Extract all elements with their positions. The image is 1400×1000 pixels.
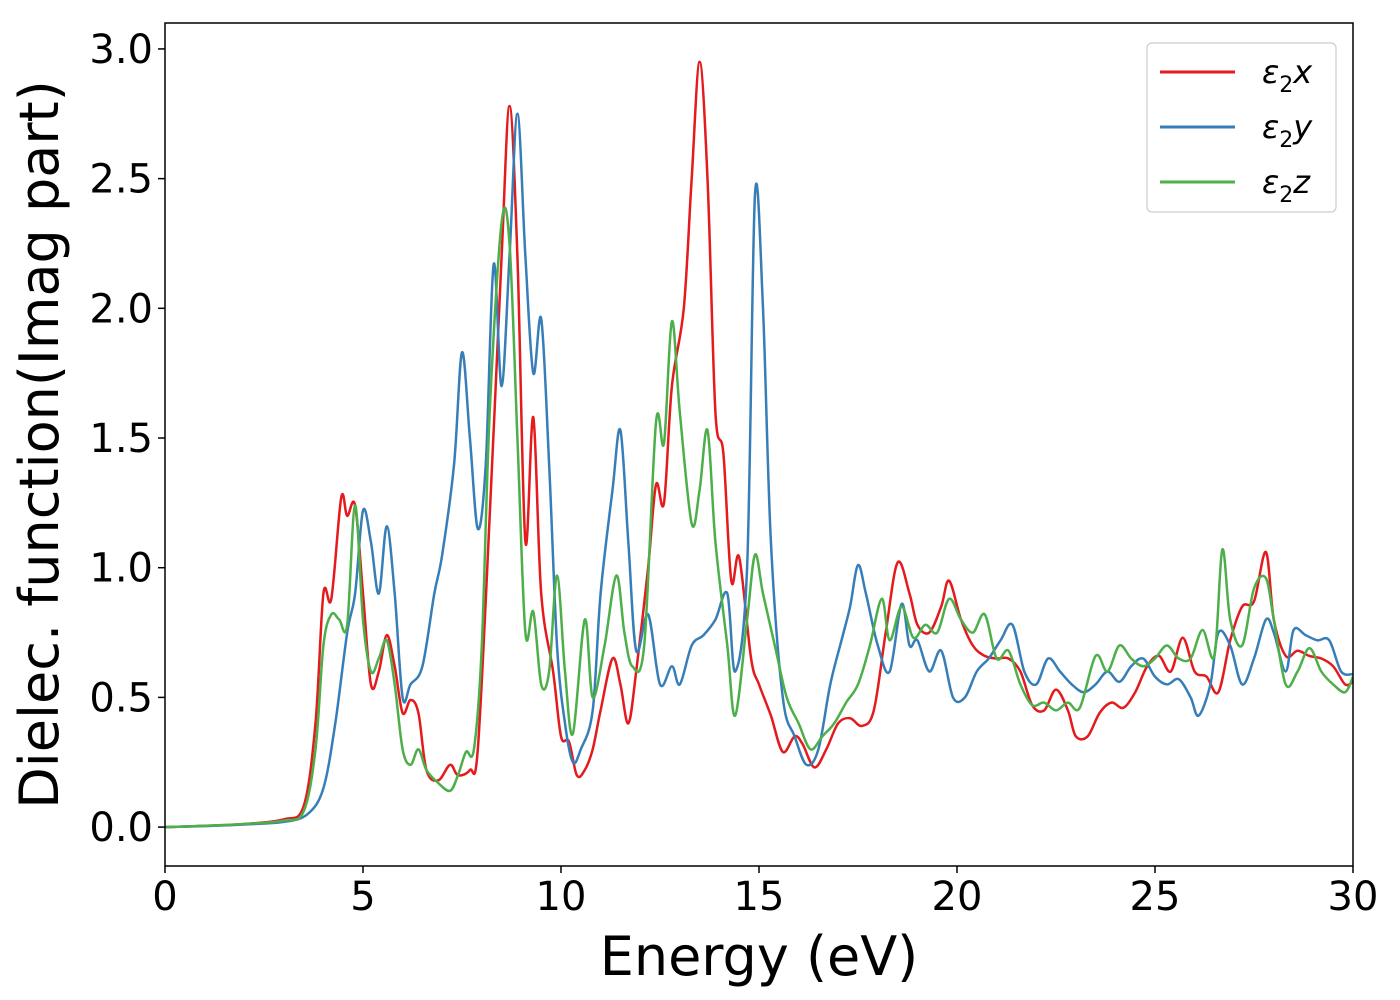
ticks-layer: 0 5 10 15 20 25 30 0.0 0.5 1.0 1.5 2.0 2.5 3.0: [89, 27, 1378, 920]
y-tick-label: 2.0: [89, 286, 153, 332]
series-layer: [165, 60, 1353, 829]
y-tick-label: 3.0: [89, 27, 153, 73]
y-tick-label: 1.0: [89, 546, 153, 592]
series-line-x: [165, 60, 1353, 829]
legend-box: [1146, 42, 1337, 213]
y-tick-label: 1.5: [89, 416, 153, 462]
y-tick-label: 2.5: [89, 157, 153, 203]
x-tick-label: 0: [152, 874, 177, 920]
y-tick-label: 0.5: [89, 675, 153, 721]
x-tick-label: 25: [1130, 874, 1181, 920]
x-tick-label: 20: [932, 874, 983, 920]
y-axis-label: Dielec. function(Imag part): [8, 80, 71, 809]
y-tick-label: 0.0: [89, 805, 153, 851]
x-tick-label: 5: [350, 874, 375, 920]
x-tick-label: 10: [536, 874, 587, 920]
legend-label-x: ε2x: [1262, 53, 1313, 98]
series-line-z: [165, 206, 1353, 829]
legend: ε2x ε2y ε2z: [1146, 42, 1337, 213]
series-line-y: [165, 112, 1353, 829]
x-tick-label: 15: [734, 874, 785, 920]
legend-label-z: ε2z: [1262, 163, 1311, 208]
legend-label-y: ε2y: [1262, 108, 1313, 153]
x-tick-label: 30: [1328, 874, 1379, 920]
x-axis-label: Energy (eV): [600, 925, 919, 988]
